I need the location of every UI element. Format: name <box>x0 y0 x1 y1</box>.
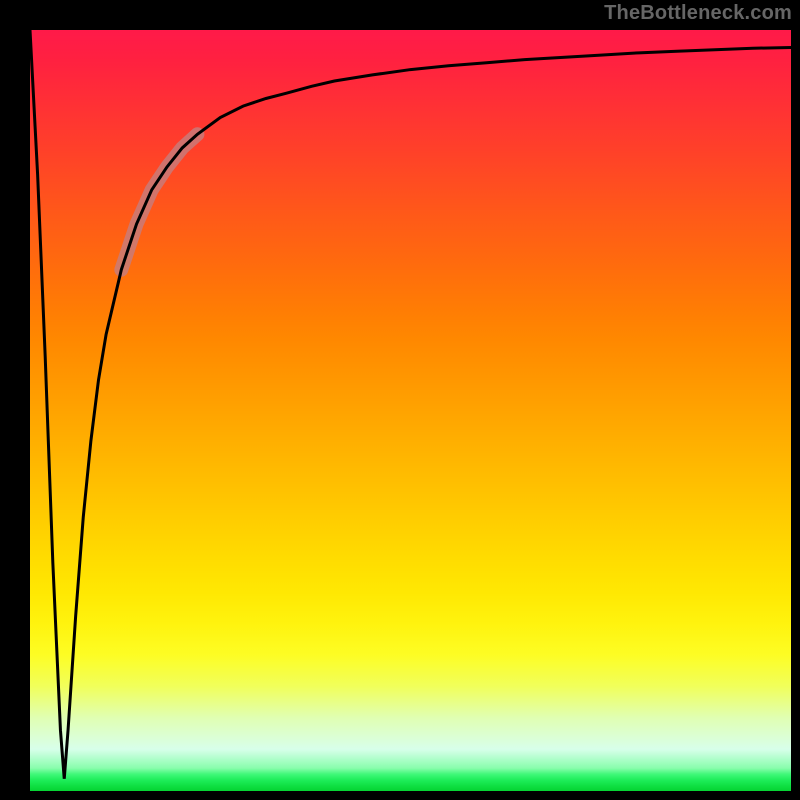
chart-frame: TheBottleneck.com <box>0 0 800 800</box>
gradient-background <box>30 30 791 791</box>
chart-svg <box>0 0 800 800</box>
